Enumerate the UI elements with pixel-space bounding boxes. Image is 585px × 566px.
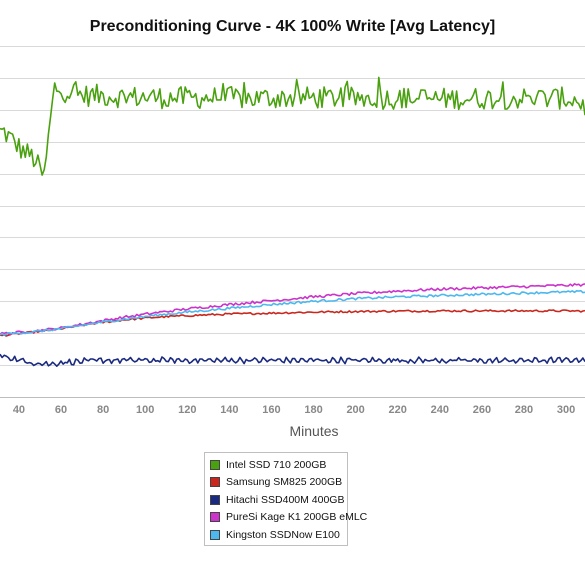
x-tick-label: 300 <box>557 404 575 416</box>
x-tick-label: 180 <box>304 404 322 416</box>
series-line-1 <box>0 76 585 176</box>
x-tick-labels: 40 60 80 100 120 140 160 180 200 220 240 260 280 300 <box>13 404 575 416</box>
x-axis-label: Minutes <box>289 423 339 439</box>
x-tick-label: 260 <box>473 404 491 416</box>
legend-item: Hitachi SSD400M 400GB <box>210 491 347 509</box>
legend-item: Samsung SM825 200GB <box>210 474 347 492</box>
series-line-4 <box>0 282 585 336</box>
x-tick-label: 200 <box>346 404 364 416</box>
x-tick-label: 100 <box>136 404 154 416</box>
legend-swatch <box>210 477 220 488</box>
legend-swatch <box>210 512 220 523</box>
chart-title: Preconditioning Curve - 4K 100% Write [A… <box>89 18 496 35</box>
grid-layer <box>0 46 585 398</box>
legend-label: Samsung SM825 200GB <box>226 476 343 489</box>
series-line-5 <box>0 289 585 336</box>
x-tick-label: 160 <box>262 404 280 416</box>
x-tick-label: 220 <box>389 404 407 416</box>
legend-label: Kingston SSDNow E100 <box>226 528 340 541</box>
x-tick-label: 240 <box>431 404 449 416</box>
series-line-3 <box>0 353 585 368</box>
legend-item: PureSi Kage K1 200GB eMLC <box>210 509 367 527</box>
series-layer <box>0 76 585 368</box>
x-tick-label: 120 <box>178 404 196 416</box>
legend: Intel SSD 710 200GB Samsung SM825 200GB Hi… <box>204 452 367 546</box>
legend-label: Intel SSD 710 200GB <box>226 458 327 471</box>
x-tick-label: 80 <box>97 404 109 416</box>
x-tick-label: 60 <box>55 404 67 416</box>
x-tick-label: 140 <box>220 404 238 416</box>
x-tick-label: 40 <box>13 404 25 416</box>
legend-swatch <box>210 459 220 470</box>
legend-label: Hitachi SSD400M 400GB <box>226 493 345 506</box>
legend-swatch <box>210 529 220 540</box>
legend-item: Intel SSD 710 200GB <box>210 456 347 474</box>
legend-item: Kingston SSDNow E100 <box>210 526 347 544</box>
legend-label: PureSi Kage K1 200GB eMLC <box>226 511 368 524</box>
legend-swatch <box>210 494 220 505</box>
x-tick-label: 280 <box>515 404 533 416</box>
